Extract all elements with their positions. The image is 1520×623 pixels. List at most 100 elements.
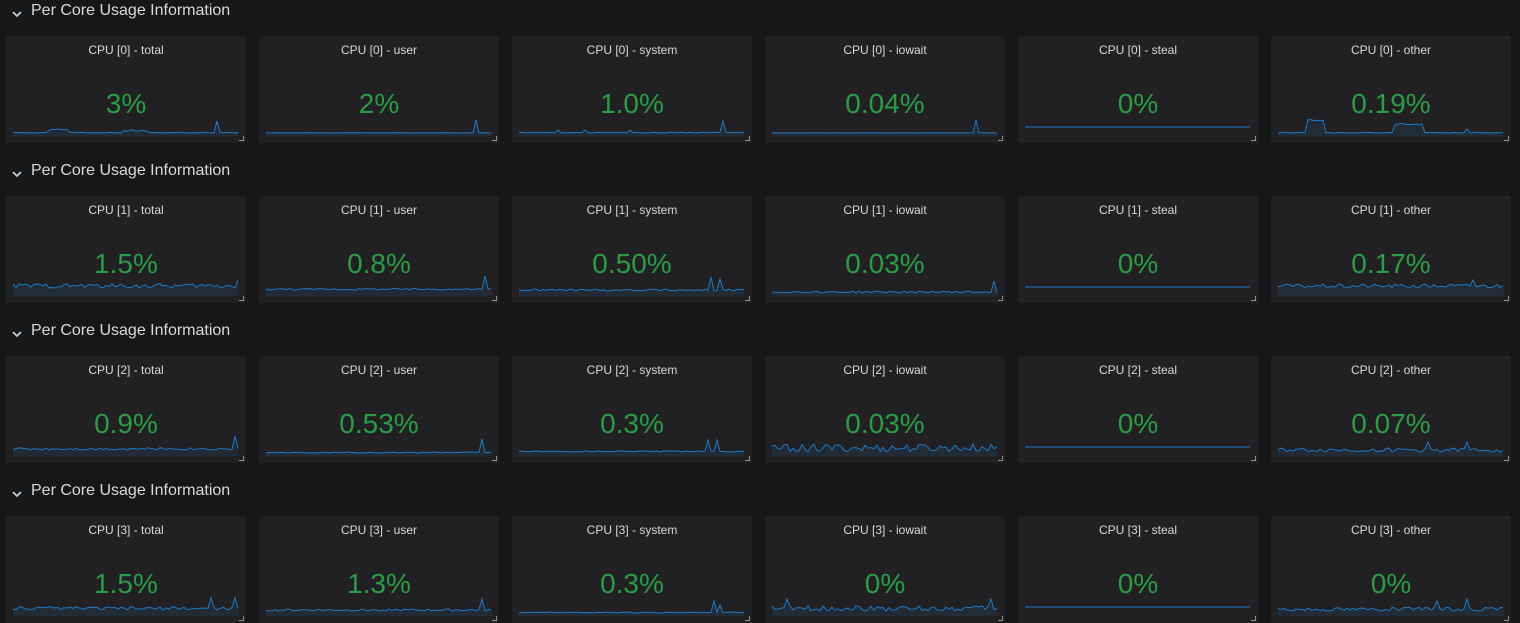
panel-cpu2-user[interactable]: CPU [2] - user 0.53% bbox=[259, 356, 499, 463]
panel-title[interactable]: CPU [0] - total bbox=[88, 43, 164, 57]
resize-handle-icon[interactable] bbox=[998, 296, 1003, 301]
panel-cpu1-steal[interactable]: CPU [1] - steal 0% bbox=[1018, 196, 1258, 303]
panel-title[interactable]: CPU [3] - other bbox=[1350, 523, 1432, 537]
panel-cpu1-user[interactable]: CPU [1] - user 0.8% bbox=[259, 196, 499, 303]
panel-cpu2-other[interactable]: CPU [2] - other 0.07% bbox=[1271, 356, 1511, 463]
panel-value: 0% bbox=[1370, 568, 1412, 599]
panel-title[interactable]: CPU [1] - system bbox=[586, 203, 678, 217]
chevron-down-icon[interactable] bbox=[10, 487, 24, 501]
panel-title[interactable]: CPU [1] - steal bbox=[1098, 203, 1178, 217]
panel-title[interactable]: CPU [0] - other bbox=[1350, 43, 1432, 57]
panel-title[interactable]: CPU [3] - steal bbox=[1098, 523, 1178, 537]
panel-cpu2-system[interactable]: CPU [2] - system 0.3% bbox=[512, 356, 752, 463]
sparkline bbox=[266, 438, 492, 456]
sparkline-line bbox=[772, 597, 998, 612]
resize-handle-icon[interactable] bbox=[492, 456, 497, 461]
panel-value: 1.5% bbox=[94, 568, 158, 599]
panel-value: 0% bbox=[1117, 408, 1159, 439]
panel-title[interactable]: CPU [2] - user bbox=[340, 363, 418, 377]
panel-title[interactable]: CPU [1] - iowait bbox=[843, 203, 927, 217]
panel-title[interactable]: CPU [1] - other bbox=[1350, 203, 1432, 217]
panel-cpu3-steal[interactable]: CPU [3] - steal 0% bbox=[1018, 516, 1258, 623]
panel-title[interactable]: CPU [3] - user bbox=[340, 523, 418, 537]
chevron-down-icon[interactable] bbox=[10, 167, 24, 181]
panel-title[interactable]: CPU [3] - system bbox=[586, 523, 678, 537]
panel-title[interactable]: CPU [1] - total bbox=[88, 203, 164, 217]
sparkline-line bbox=[266, 438, 492, 454]
panel-title[interactable]: CPU [3] - total bbox=[88, 523, 164, 537]
row-header[interactable]: Per Core Usage Information bbox=[0, 320, 1520, 350]
panel-cpu1-system[interactable]: CPU [1] - system 0.50% bbox=[512, 196, 752, 303]
resize-handle-icon[interactable] bbox=[1251, 136, 1256, 141]
sparkline-area bbox=[772, 120, 998, 136]
resize-handle-icon[interactable] bbox=[745, 296, 750, 301]
panel-cpu0-iowait[interactable]: CPU [0] - iowait 0.04% bbox=[765, 36, 1005, 143]
resize-handle-icon[interactable] bbox=[492, 296, 497, 301]
panel-title[interactable]: CPU [2] - other bbox=[1350, 363, 1432, 377]
sparkline-line bbox=[13, 596, 239, 611]
sparkline bbox=[13, 596, 239, 616]
resize-handle-icon[interactable] bbox=[1504, 296, 1509, 301]
row-header[interactable]: Per Core Usage Information bbox=[0, 160, 1520, 190]
panel-title[interactable]: CPU [0] - user bbox=[340, 43, 418, 57]
panel-title[interactable]: CPU [0] - system bbox=[586, 43, 678, 57]
panel-title[interactable]: CPU [3] - iowait bbox=[843, 523, 927, 537]
sparkline-area bbox=[1278, 442, 1504, 456]
panel-value: 1.0% bbox=[600, 88, 664, 119]
sparkline-line bbox=[266, 119, 492, 134]
row-header[interactable]: Per Core Usage Information bbox=[0, 480, 1520, 510]
sparkline bbox=[1025, 446, 1250, 448]
sparkline-line bbox=[1278, 119, 1504, 134]
resize-handle-icon[interactable] bbox=[1251, 296, 1256, 301]
panel-cpu1-total[interactable]: CPU [1] - total 1.5% bbox=[6, 196, 246, 303]
resize-handle-icon[interactable] bbox=[998, 616, 1003, 621]
resize-handle-icon[interactable] bbox=[745, 136, 750, 141]
panel-cpu3-system[interactable]: CPU [3] - system 0.3% bbox=[512, 516, 752, 623]
panel-cpu1-other[interactable]: CPU [1] - other 0.17% bbox=[1271, 196, 1511, 303]
chevron-down-icon[interactable] bbox=[10, 7, 24, 21]
panel-cpu3-other[interactable]: CPU [3] - other 0% bbox=[1271, 516, 1511, 623]
resize-handle-icon[interactable] bbox=[239, 456, 244, 461]
resize-handle-icon[interactable] bbox=[239, 296, 244, 301]
panel-cpu3-user[interactable]: CPU [3] - user 1.3% bbox=[259, 516, 499, 623]
panel-title[interactable]: CPU [2] - steal bbox=[1098, 363, 1178, 377]
panel-value: 0.17% bbox=[1351, 248, 1431, 279]
panel-title[interactable]: CPU [0] - iowait bbox=[843, 43, 927, 57]
panel-cpu0-other[interactable]: CPU [0] - other 0.19% bbox=[1271, 36, 1511, 143]
sparkline-line bbox=[519, 119, 745, 134]
panel-cpu0-user[interactable]: CPU [0] - user 2% bbox=[259, 36, 499, 143]
panel-title[interactable]: CPU [2] - total bbox=[88, 363, 164, 377]
panel-cpu1-iowait[interactable]: CPU [1] - iowait 0.03% bbox=[765, 196, 1005, 303]
resize-handle-icon[interactable] bbox=[745, 456, 750, 461]
panel-value: 1.3% bbox=[347, 568, 411, 599]
resize-handle-icon[interactable] bbox=[998, 456, 1003, 461]
resize-handle-icon[interactable] bbox=[1504, 616, 1509, 621]
panel-cpu0-steal[interactable]: CPU [0] - steal 0% bbox=[1018, 36, 1258, 143]
resize-handle-icon[interactable] bbox=[1251, 616, 1256, 621]
resize-handle-icon[interactable] bbox=[998, 136, 1003, 141]
panel-cpu2-steal[interactable]: CPU [2] - steal 0% bbox=[1018, 356, 1258, 463]
resize-handle-icon[interactable] bbox=[492, 136, 497, 141]
panel-cpu2-total[interactable]: CPU [2] - total 0.9% bbox=[6, 356, 246, 463]
sparkline bbox=[13, 120, 239, 136]
resize-handle-icon[interactable] bbox=[1504, 136, 1509, 141]
resize-handle-icon[interactable] bbox=[1251, 456, 1256, 461]
resize-handle-icon[interactable] bbox=[239, 616, 244, 621]
panel-cpu3-total[interactable]: CPU [3] - total 1.5% bbox=[6, 516, 246, 623]
panel-title[interactable]: CPU [0] - steal bbox=[1098, 43, 1178, 57]
panel-cpu3-iowait[interactable]: CPU [3] - iowait 0% bbox=[765, 516, 1005, 623]
panel-title[interactable]: CPU [1] - user bbox=[340, 203, 418, 217]
resize-handle-icon[interactable] bbox=[239, 136, 244, 141]
resize-handle-icon[interactable] bbox=[492, 616, 497, 621]
row-header[interactable]: Per Core Usage Information bbox=[0, 0, 1520, 30]
chevron-down-icon[interactable] bbox=[10, 327, 24, 341]
sparkline-line bbox=[772, 442, 998, 453]
panel-cpu0-total[interactable]: CPU [0] - total 3% bbox=[6, 36, 246, 143]
resize-handle-icon[interactable] bbox=[1504, 456, 1509, 461]
sparkline-area bbox=[266, 276, 492, 296]
resize-handle-icon[interactable] bbox=[745, 616, 750, 621]
panel-title[interactable]: CPU [2] - iowait bbox=[843, 363, 927, 377]
panel-cpu0-system[interactable]: CPU [0] - system 1.0% bbox=[512, 36, 752, 143]
panel-title[interactable]: CPU [2] - system bbox=[586, 363, 678, 377]
panel-cpu2-iowait[interactable]: CPU [2] - iowait 0.03% bbox=[765, 356, 1005, 463]
